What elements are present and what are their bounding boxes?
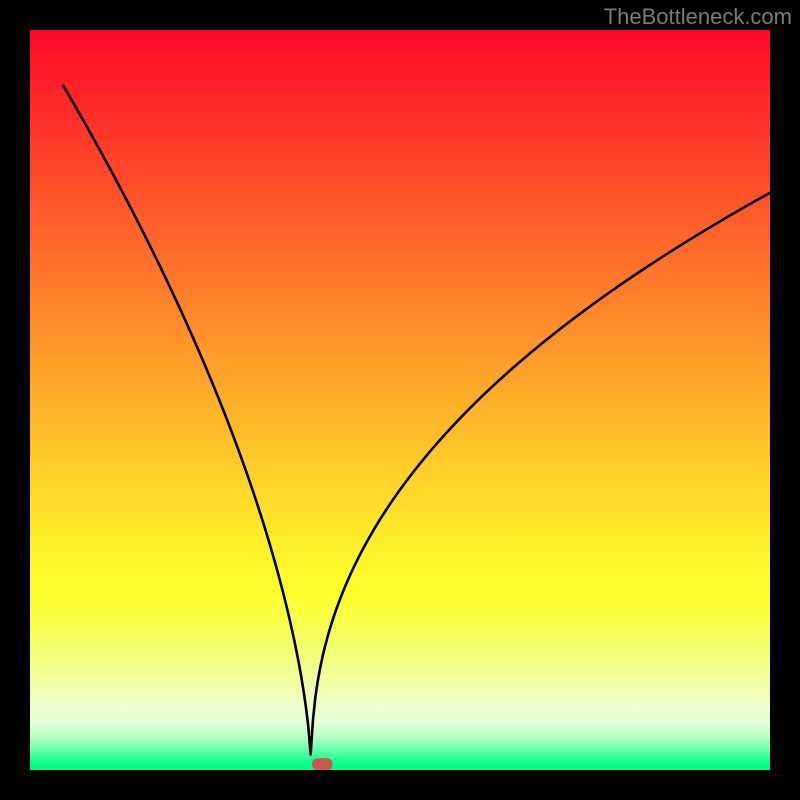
watermark-text: TheBottleneck.com [604, 4, 792, 30]
min-marker [312, 758, 333, 770]
chart-frame: TheBottleneck.com [0, 0, 800, 800]
plot-background [30, 30, 770, 770]
chart-svg [0, 0, 800, 800]
